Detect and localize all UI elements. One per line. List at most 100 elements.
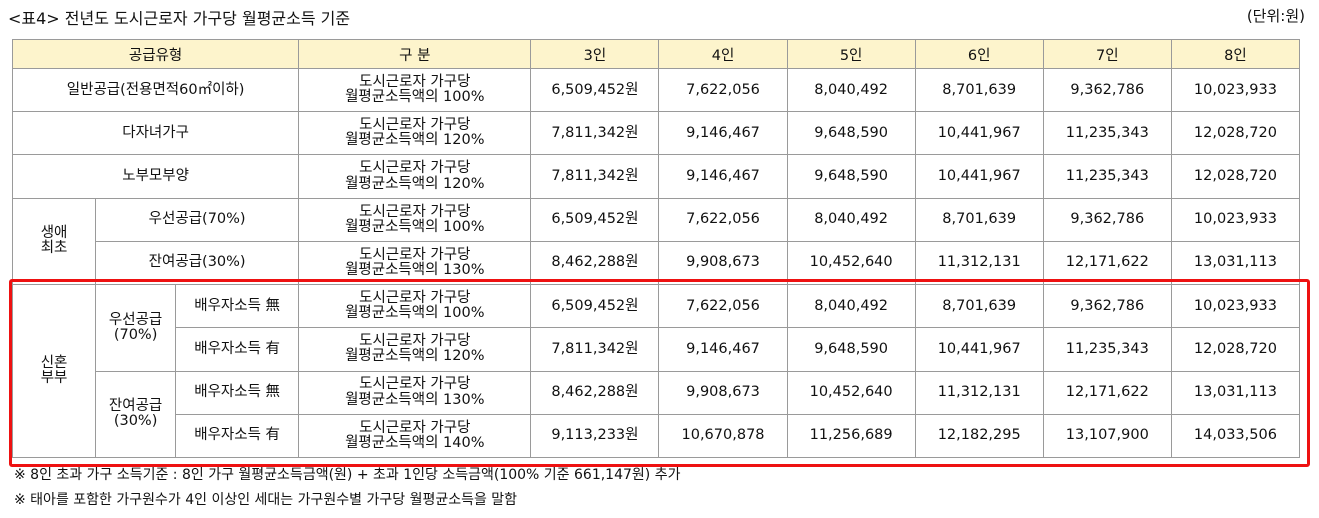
criteria-line: 도시근로자 가구당 — [359, 419, 471, 436]
subgroup-label: 잔여공급 (30%) — [95, 370, 177, 459]
criteria-line: 월평균소득액의 120% — [345, 175, 485, 192]
income-table: 공급유형 구 분 3인 4인 5인 6인 7인 8인 일반공급(전용면적60㎡이… — [11, 39, 1301, 459]
criteria-line: 도시근로자 가구당 — [359, 160, 471, 177]
criteria-line: 월평균소득액의 100% — [345, 89, 485, 106]
row-label: 잔여공급(30%) — [95, 240, 300, 286]
header-type: 공급유형 — [11, 39, 300, 69]
criteria-line: 월평균소득액의 140% — [345, 434, 485, 451]
header-col: 5인 — [786, 39, 916, 69]
criteria-line: 월평균소득액의 100% — [345, 218, 485, 235]
value-cell: 7,811,342원 — [530, 154, 660, 199]
criteria-cell: 도시근로자 가구당 월평균소득액의 100% — [298, 284, 532, 329]
value-cell: 7,622,056 — [658, 67, 788, 113]
criteria-cell: 도시근로자 가구당 월평균소득액의 100% — [298, 197, 532, 242]
header-row: 공급유형 구 분 3인 4인 5인 6인 7인 8인 — [11, 39, 1301, 69]
value-cell: 9,146,467 — [658, 327, 788, 372]
header-col: 7인 — [1042, 39, 1172, 69]
row-label: 우선공급(70%) — [95, 197, 300, 242]
value-cell: 10,441,967 — [914, 111, 1044, 156]
table-title: <표4> 전년도 도시근로자 가구당 월평균소득 기준 — [8, 9, 351, 28]
criteria-cell: 도시근로자 가구당 월평균소득액의 130% — [298, 240, 532, 286]
table-row: 생애 최초 우선공급(70%) 도시근로자 가구당 월평균소득액의 100% 6,5… — [11, 197, 1301, 286]
value-cell: 11,256,689 — [786, 413, 916, 459]
value-cell: 7,622,056 — [658, 284, 788, 329]
row-label: 노부모부양 — [11, 154, 300, 199]
value-cell: 12,028,720 — [1170, 327, 1301, 372]
value-cell: 9,113,233원 — [530, 413, 660, 459]
criteria-line: 도시근로자 가구당 — [359, 117, 471, 134]
value-cell: 8,701,639 — [914, 67, 1044, 113]
value-cell: 9,648,590 — [786, 111, 916, 156]
row-label: 배우자소득 無 — [175, 284, 300, 329]
highlight-box — [9, 279, 1310, 467]
value-cell: 6,509,452원 — [530, 284, 660, 329]
criteria-cell: 도시근로자 가구당 월평균소득액의 140% — [298, 413, 532, 459]
row-label: 배우자소득 有 — [175, 327, 300, 372]
value-cell: 6,509,452원 — [530, 197, 660, 242]
subgroup-line: (30%) — [113, 413, 158, 430]
value-cell: 8,701,639 — [914, 197, 1044, 242]
header-col: 3인 — [530, 39, 660, 69]
criteria-line: 월평균소득액의 120% — [345, 132, 485, 149]
value-cell: 10,441,967 — [914, 154, 1044, 199]
row-label: 다자녀가구 — [11, 111, 300, 156]
header-col: 6인 — [914, 39, 1044, 69]
value-cell: 14,033,506 — [1170, 413, 1301, 459]
criteria-line: 월평균소득액의 130% — [345, 261, 485, 278]
subgroup-line: 잔여공급 — [108, 398, 163, 415]
value-cell: 10,452,640 — [786, 370, 916, 415]
criteria-line: 도시근로자 가구당 — [359, 333, 471, 350]
value-cell: 10,670,878 — [658, 413, 788, 459]
table-row: 다자녀가구 도시근로자 가구당 월평균소득액의 120% 7,811,342원 9… — [11, 111, 1301, 156]
table-row: 배우자소득 有 도시근로자 가구당 월평균소득액의 140% 9,113,233원… — [13, 413, 1301, 459]
value-cell: 12,171,622 — [1042, 240, 1172, 286]
table-row: 배우자소득 有 도시근로자 가구당 월평균소득액의 120% 7,811,342원… — [13, 327, 1301, 372]
group-label: 생애 최초 — [11, 197, 97, 286]
criteria-line: 월평균소득액의 120% — [345, 348, 485, 365]
value-cell: 12,171,622 — [1042, 370, 1172, 415]
value-cell: 9,648,590 — [786, 154, 916, 199]
header-category: 구 분 — [298, 39, 532, 69]
subgroup-label: 우선공급 (70%) — [95, 284, 177, 372]
value-cell: 6,509,452원 — [530, 67, 660, 113]
criteria-line: 도시근로자 가구당 — [359, 73, 471, 90]
criteria-cell: 도시근로자 가구당 월평균소득액의 100% — [298, 67, 532, 113]
group-line: 부부 — [40, 370, 68, 387]
criteria-line: 도시근로자 가구당 — [359, 246, 471, 263]
group-line: 신혼 — [40, 354, 68, 371]
value-cell: 10,023,933 — [1170, 284, 1301, 329]
group-label: 신혼 부부 — [11, 284, 97, 458]
value-cell: 9,908,673 — [658, 370, 788, 415]
value-cell: 12,182,295 — [914, 413, 1044, 459]
group-line: 최초 — [40, 240, 68, 257]
value-cell: 10,023,933 — [1170, 67, 1301, 113]
value-cell: 13,107,900 — [1042, 413, 1172, 459]
group-line: 생애 — [40, 225, 68, 242]
value-cell: 11,235,343 — [1042, 111, 1172, 156]
footnote: ※ 8인 초과 가구 소득기준 : 8인 가구 월평균소득금액(원) + 초과 … — [14, 467, 681, 483]
table-row: 일반공급(전용면적60㎡이하) 도시근로자 가구당 월평균소득액의 100% 6,… — [11, 67, 1301, 113]
criteria-line: 도시근로자 가구당 — [359, 289, 471, 306]
row-label: 배우자소득 無 — [175, 370, 300, 415]
criteria-line: 도시근로자 가구당 — [359, 376, 471, 393]
value-cell: 9,908,673 — [658, 240, 788, 286]
value-cell: 11,235,343 — [1042, 154, 1172, 199]
criteria-cell: 도시근로자 가구당 월평균소득액의 120% — [298, 111, 532, 156]
value-cell: 8,462,288원 — [530, 240, 660, 286]
header-col: 4인 — [658, 39, 788, 69]
value-cell: 9,362,786 — [1042, 67, 1172, 113]
value-cell: 11,235,343 — [1042, 327, 1172, 372]
header-col: 8인 — [1170, 39, 1301, 69]
footnote: ※ 태아를 포함한 가구원수가 4인 이상인 세대는 가구원수별 가구당 월평균… — [14, 492, 518, 508]
row-label: 일반공급(전용면적60㎡이하) — [11, 67, 300, 113]
value-cell: 7,622,056 — [658, 197, 788, 242]
value-cell: 12,028,720 — [1170, 111, 1301, 156]
value-cell: 8,040,492 — [786, 197, 916, 242]
value-cell: 7,811,342원 — [530, 327, 660, 372]
table-row: 노부모부양 도시근로자 가구당 월평균소득액의 120% 7,811,342원 9… — [11, 154, 1301, 199]
table-row: 잔여공급(30%) 도시근로자 가구당 월평균소득액의 130% 8,462,28… — [13, 240, 1301, 286]
value-cell: 9,146,467 — [658, 154, 788, 199]
value-cell: 9,648,590 — [786, 327, 916, 372]
criteria-cell: 도시근로자 가구당 월평균소득액의 120% — [298, 154, 532, 199]
criteria-cell: 도시근로자 가구당 월평균소득액의 120% — [298, 327, 532, 372]
